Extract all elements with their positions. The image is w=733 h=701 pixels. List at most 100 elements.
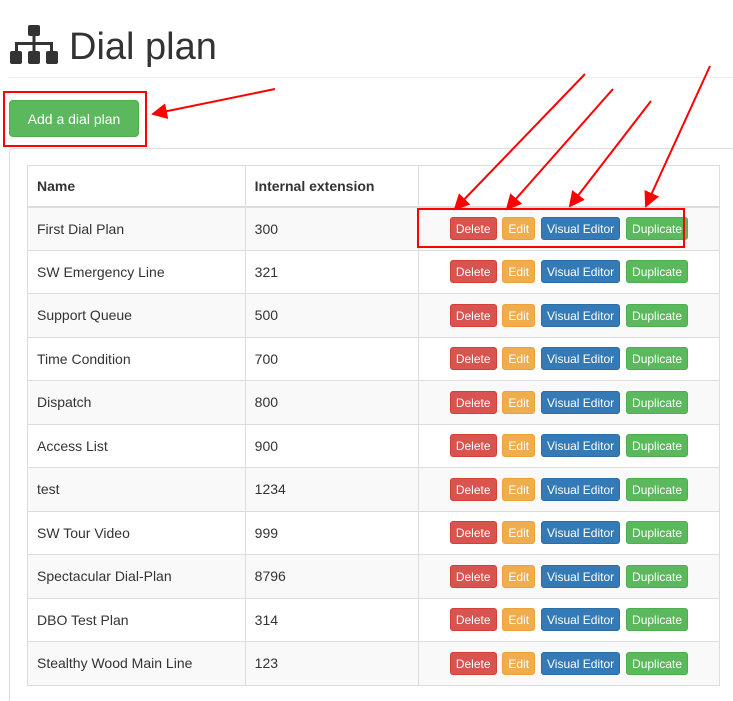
- delete-button[interactable]: Delete: [449, 303, 497, 327]
- column-header-actions: [417, 165, 721, 208]
- visual-editor-button[interactable]: Visual Editor: [540, 347, 621, 371]
- delete-button[interactable]: Delete: [449, 564, 497, 588]
- delete-button[interactable]: Delete: [449, 651, 497, 675]
- visual-editor-button[interactable]: Visual Editor: [540, 521, 621, 545]
- internal-extension: 700: [244, 336, 419, 381]
- dial-plan-name: SW Emergency Line: [27, 249, 246, 294]
- edit-button[interactable]: Edit: [502, 390, 536, 414]
- dial-plan-name: Dispatch: [27, 380, 246, 425]
- dial-plan-name: Stealthy Wood Main Line: [27, 641, 246, 686]
- delete-button[interactable]: Delete: [449, 521, 497, 545]
- row-actions: Delete Edit Visual Editor Duplicate: [417, 423, 721, 468]
- table-row: Dispatch 800 Delete Edit Visual Editor D…: [27, 380, 721, 425]
- duplicate-button[interactable]: Duplicate: [626, 477, 689, 501]
- duplicate-button[interactable]: Duplicate: [626, 608, 689, 632]
- table-row: Support Queue 500 Delete Edit Visual Edi…: [27, 293, 721, 338]
- duplicate-button[interactable]: Duplicate: [626, 434, 689, 458]
- internal-extension: 1234: [244, 467, 419, 512]
- column-header-name: Name: [27, 165, 246, 208]
- edit-button[interactable]: Edit: [502, 651, 536, 675]
- row-actions: Delete Edit Visual Editor Duplicate: [417, 380, 721, 425]
- annotation-box-actions: [417, 208, 685, 248]
- delete-button[interactable]: Delete: [449, 608, 497, 632]
- visual-editor-button[interactable]: Visual Editor: [540, 477, 621, 501]
- visual-editor-button[interactable]: Visual Editor: [540, 651, 621, 675]
- internal-extension: 999: [244, 510, 419, 555]
- table-row: Access List 900 Delete Edit Visual Edito…: [27, 423, 721, 468]
- dial-plan-name: SW Tour Video: [27, 510, 246, 555]
- dial-plan-name: Access List: [27, 423, 246, 468]
- row-actions: Delete Edit Visual Editor Duplicate: [417, 249, 721, 294]
- delete-button[interactable]: Delete: [449, 347, 497, 371]
- edit-button[interactable]: Edit: [502, 521, 536, 545]
- duplicate-button[interactable]: Duplicate: [626, 260, 689, 284]
- page-title: Dial plan: [69, 25, 217, 68]
- delete-button[interactable]: Delete: [449, 260, 497, 284]
- delete-button[interactable]: Delete: [449, 434, 497, 458]
- row-actions: Delete Edit Visual Editor Duplicate: [417, 510, 721, 555]
- delete-button[interactable]: Delete: [449, 217, 497, 240]
- internal-extension: 314: [244, 597, 419, 642]
- row-actions: Delete Edit Visual Editor Duplicate: [417, 554, 721, 599]
- row-actions: Delete Edit Visual Editor Duplicate: [417, 206, 721, 251]
- dial-plan-name: Spectacular Dial-Plan: [27, 554, 246, 599]
- dial-plan-name: Support Queue: [27, 293, 246, 338]
- row-actions: Delete Edit Visual Editor Duplicate: [417, 336, 721, 381]
- internal-extension: 500: [244, 293, 419, 338]
- visual-editor-button[interactable]: Visual Editor: [540, 217, 621, 240]
- duplicate-button[interactable]: Duplicate: [626, 347, 689, 371]
- visual-editor-button[interactable]: Visual Editor: [540, 303, 621, 327]
- panel: [9, 148, 733, 701]
- dial-plan-name: Time Condition: [27, 336, 246, 381]
- add-dial-plan-button[interactable]: Add a dial plan: [9, 100, 139, 137]
- edit-button[interactable]: Edit: [502, 477, 536, 501]
- table-row: Stealthy Wood Main Line 123 Delete Edit …: [27, 641, 721, 686]
- internal-extension: 300: [244, 206, 419, 251]
- duplicate-button[interactable]: Duplicate: [626, 651, 689, 675]
- row-actions: Delete Edit Visual Editor Duplicate: [417, 641, 721, 686]
- dial-plan-name: First Dial Plan: [27, 206, 246, 251]
- table-row: Spectacular Dial-Plan 8796 Delete Edit V…: [27, 554, 721, 599]
- arrow-add: [151, 88, 276, 120]
- duplicate-button[interactable]: Duplicate: [626, 521, 689, 545]
- internal-extension: 321: [244, 249, 419, 294]
- edit-button[interactable]: Edit: [502, 303, 536, 327]
- delete-button[interactable]: Delete: [449, 477, 497, 501]
- row-actions: Delete Edit Visual Editor Duplicate: [417, 467, 721, 512]
- page-header: Dial plan: [9, 22, 217, 72]
- internal-extension: 123: [244, 641, 419, 686]
- table-row: test 1234 Delete Edit Visual Editor Dupl…: [27, 467, 721, 512]
- edit-button[interactable]: Edit: [502, 564, 536, 588]
- table-row: SW Tour Video 999 Delete Edit Visual Edi…: [27, 510, 721, 555]
- visual-editor-button[interactable]: Visual Editor: [540, 564, 621, 588]
- internal-extension: 8796: [244, 554, 419, 599]
- dial-plan-name: DBO Test Plan: [27, 597, 246, 642]
- duplicate-button[interactable]: Duplicate: [626, 564, 689, 588]
- annotation-box-add: [3, 91, 147, 147]
- internal-extension: 800: [244, 380, 419, 425]
- visual-editor-button[interactable]: Visual Editor: [540, 434, 621, 458]
- row-actions: Delete Edit Visual Editor Duplicate: [417, 293, 721, 338]
- dial-plan-name: test: [27, 467, 246, 512]
- sitemap-icon: [9, 24, 59, 70]
- edit-button[interactable]: Edit: [502, 217, 536, 240]
- table-row: First Dial Plan 300 Delete Edit Visual E…: [27, 206, 721, 251]
- divider: [9, 77, 733, 78]
- table-row: Time Condition 700 Delete Edit Visual Ed…: [27, 336, 721, 381]
- table-row: DBO Test Plan 314 Delete Edit Visual Edi…: [27, 597, 721, 642]
- visual-editor-button[interactable]: Visual Editor: [540, 608, 621, 632]
- duplicate-button[interactable]: Duplicate: [626, 217, 689, 240]
- table-row: SW Emergency Line 321 Delete Edit Visual…: [27, 249, 721, 294]
- internal-extension: 900: [244, 423, 419, 468]
- edit-button[interactable]: Edit: [502, 260, 536, 284]
- duplicate-button[interactable]: Duplicate: [626, 303, 689, 327]
- visual-editor-button[interactable]: Visual Editor: [540, 390, 621, 414]
- edit-button[interactable]: Edit: [502, 608, 536, 632]
- duplicate-button[interactable]: Duplicate: [626, 390, 689, 414]
- edit-button[interactable]: Edit: [502, 347, 536, 371]
- delete-button[interactable]: Delete: [449, 390, 497, 414]
- edit-button[interactable]: Edit: [502, 434, 536, 458]
- row-actions: Delete Edit Visual Editor Duplicate: [417, 597, 721, 642]
- column-header-extension: Internal extension: [244, 165, 419, 208]
- visual-editor-button[interactable]: Visual Editor: [540, 260, 621, 284]
